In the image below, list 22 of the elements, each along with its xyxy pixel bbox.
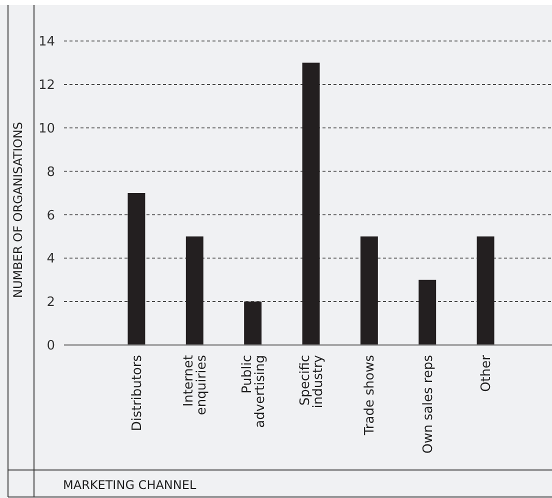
y-tick-label: 4 [46,252,55,267]
x-tick-label: Other [479,354,494,392]
y-tick-label: 2 [46,295,55,310]
bar [476,236,494,345]
bar [302,62,320,345]
x-axis-title: MARKETING CHANNEL [63,478,196,492]
x-tick-label: Own sales reps [420,354,436,454]
x-tick-label: Distributors [130,354,146,432]
bar [418,280,436,345]
y-tick-label: 14 [38,34,55,50]
y-tick-label: 8 [46,164,55,180]
bar [128,193,146,345]
bar [186,236,204,345]
bar [360,236,378,345]
y-axis-title: NUMBER OF ORGANISATIONS [11,122,25,298]
y-tick-label: 10 [38,121,55,136]
y-tick-label: 0 [46,338,55,354]
x-tick-label: Internet enquiries [182,354,210,416]
y-tick-label: 12 [38,78,55,93]
x-tick-label: Trade shows [362,354,378,436]
y-tick-label: 6 [46,208,55,224]
bar [244,302,262,345]
